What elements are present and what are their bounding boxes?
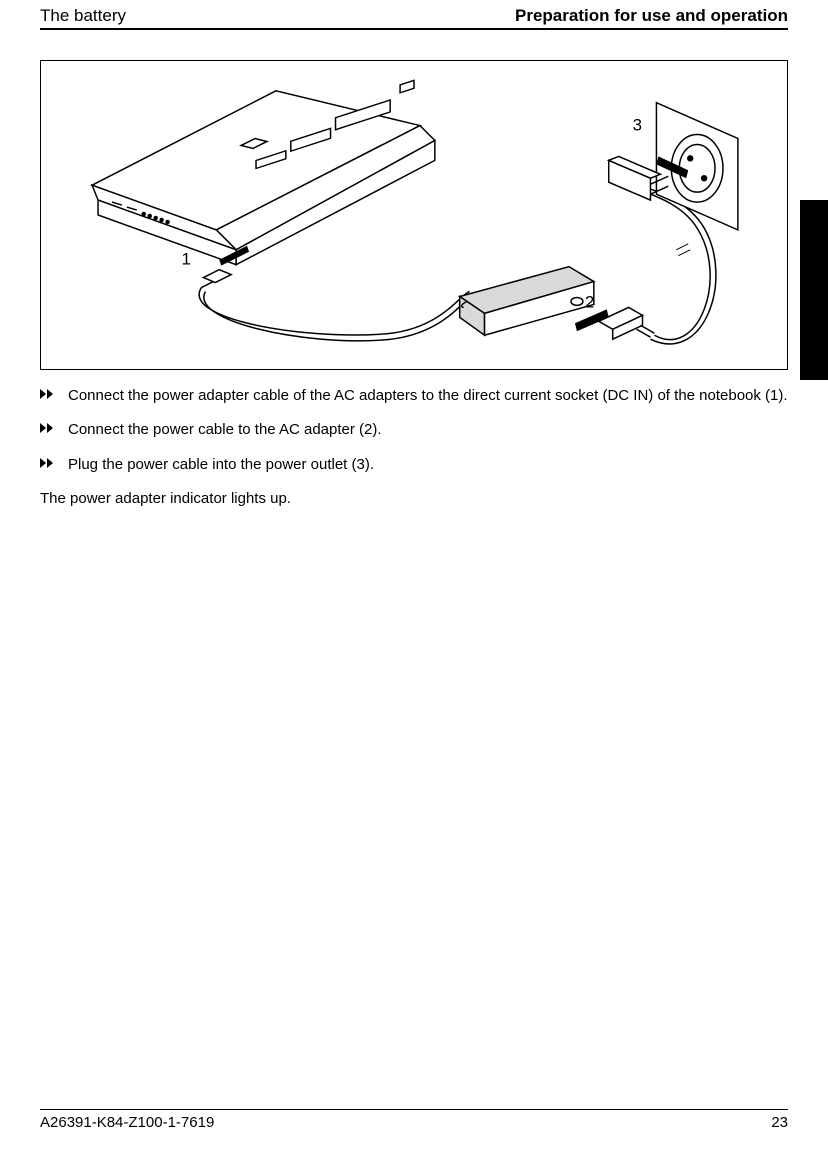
footer-page-number: 23: [771, 1114, 788, 1131]
header-section-title: The battery: [40, 6, 126, 26]
step-bullet-icon: [40, 420, 68, 440]
result-note: The power adapter indicator lights up.: [40, 489, 788, 509]
diagram-label-1: 1: [182, 250, 191, 269]
header-chapter-title: Preparation for use and operation: [515, 6, 788, 26]
diagram-label-2: 2: [585, 292, 594, 311]
section-thumb-tab: [800, 200, 828, 380]
diagram-label-3: 3: [633, 116, 642, 135]
connection-diagram: 1 2: [40, 60, 788, 370]
instruction-step-3: Plug the power cable into the power outl…: [40, 455, 788, 475]
footer-doc-id: A26391-K84-Z100-1-7619: [40, 1114, 214, 1131]
instruction-step-1: Connect the power adapter cable of the A…: [40, 386, 788, 406]
step-text: Connect the power adapter cable of the A…: [68, 386, 788, 406]
instruction-step-2: Connect the power cable to the AC adapte…: [40, 420, 788, 440]
step-text: Connect the power cable to the AC adapte…: [68, 420, 788, 440]
step-bullet-icon: [40, 386, 68, 406]
step-bullet-icon: [40, 455, 68, 475]
step-text: Plug the power cable into the power outl…: [68, 455, 788, 475]
